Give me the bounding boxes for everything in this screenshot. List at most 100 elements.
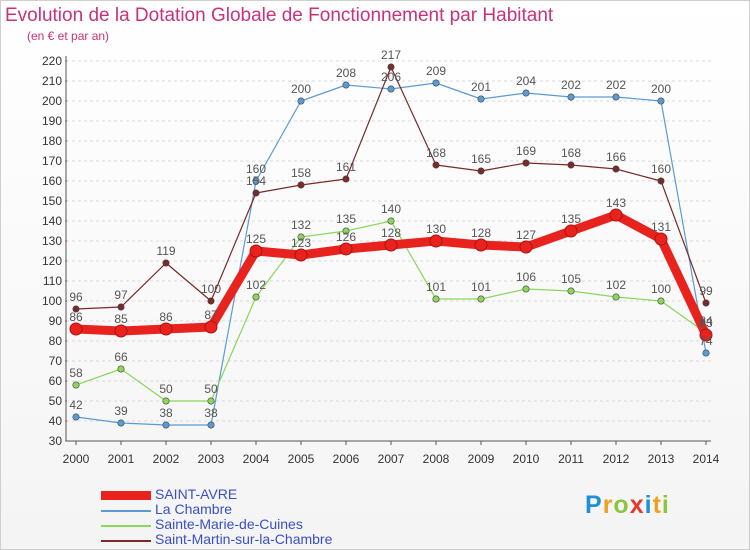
legend-label: Sainte-Marie-de-Cuines: [155, 516, 303, 532]
data-label: 123: [291, 236, 311, 250]
data-label: 135: [336, 212, 356, 226]
data-label: 99: [699, 284, 713, 298]
data-point: [117, 365, 125, 373]
y-tick-label: 180: [42, 134, 62, 148]
data-point: [387, 217, 395, 225]
logo-letter: r: [602, 491, 614, 519]
data-point: [249, 244, 263, 258]
data-point: [252, 189, 260, 197]
data-label: 86: [159, 310, 173, 324]
data-label: 209: [426, 64, 446, 78]
data-label: 168: [561, 146, 581, 160]
y-tick-label: 200: [42, 94, 62, 108]
data-point: [342, 227, 350, 235]
data-point: [72, 381, 80, 389]
data-label: 131: [651, 220, 671, 234]
data-label: 39: [114, 404, 128, 418]
x-tick-label: 2004: [243, 452, 270, 466]
data-label: 84: [699, 314, 713, 328]
data-label: 160: [651, 162, 671, 176]
y-tick-label: 100: [42, 294, 62, 308]
data-point: [522, 159, 530, 167]
legend-label: Saint-Martin-sur-la-Chambre: [155, 531, 333, 547]
data-point: [432, 295, 440, 303]
x-tick-label: 2005: [288, 452, 315, 466]
data-label: 97: [114, 288, 128, 302]
data-label: 202: [606, 78, 626, 92]
data-label: 154: [246, 174, 266, 188]
data-label: 105: [561, 272, 581, 286]
data-label: 126: [336, 230, 356, 244]
data-point: [297, 233, 305, 241]
data-point: [474, 238, 488, 252]
data-point: [612, 165, 620, 173]
legend-swatch: [101, 540, 151, 542]
data-label: 204: [516, 74, 536, 88]
data-point: [657, 177, 665, 185]
data-label: 100: [201, 282, 221, 296]
legend-swatch: [101, 510, 151, 512]
data-point: [252, 177, 260, 185]
data-label: 85: [114, 312, 128, 326]
data-point: [162, 259, 170, 267]
y-tick-label: 110: [43, 274, 62, 288]
data-label: 102: [246, 278, 266, 292]
data-point: [477, 167, 485, 175]
data-point: [477, 295, 485, 303]
data-point: [702, 299, 710, 307]
data-label: 87: [204, 308, 218, 322]
data-point: [564, 224, 578, 238]
data-point: [207, 397, 215, 405]
x-tick-label: 2002: [153, 452, 180, 466]
data-label: 200: [291, 82, 311, 96]
data-point: [207, 421, 215, 429]
data-point: [294, 248, 308, 262]
data-label: 38: [159, 406, 173, 420]
y-tick-label: 170: [42, 154, 62, 168]
y-tick-label: 190: [42, 114, 62, 128]
data-label: 101: [471, 280, 491, 294]
data-label: 58: [69, 366, 83, 380]
data-point: [387, 63, 395, 71]
data-point: [297, 181, 305, 189]
legend-label: La Chambre: [155, 501, 233, 517]
data-point: [477, 95, 485, 103]
data-point: [204, 320, 218, 334]
y-tick-label: 60: [49, 374, 63, 388]
y-tick-label: 70: [49, 354, 63, 368]
x-tick-label: 2003: [198, 452, 225, 466]
data-label: 125: [246, 232, 266, 246]
data-label: 128: [381, 226, 401, 240]
data-label: 106: [516, 270, 536, 284]
y-tick-label: 30: [49, 434, 63, 448]
data-point: [207, 297, 215, 305]
data-point: [69, 322, 83, 336]
y-tick-label: 220: [42, 54, 62, 68]
data-point: [384, 238, 398, 252]
data-label: 135: [561, 212, 581, 226]
legend-swatch: [101, 491, 151, 500]
proxiti-logo: Proxiti: [585, 491, 670, 520]
x-tick-label: 2012: [603, 452, 630, 466]
data-label: 50: [204, 382, 218, 396]
y-tick-label: 90: [49, 314, 63, 328]
data-point: [162, 397, 170, 405]
data-point: [117, 419, 125, 427]
logo-letter: t: [652, 491, 662, 519]
data-label: 202: [561, 78, 581, 92]
logo-letter: o: [613, 491, 630, 519]
data-label: 200: [651, 82, 671, 96]
data-point: [567, 161, 575, 169]
data-point: [432, 79, 440, 87]
data-point: [252, 293, 260, 301]
data-label: 119: [156, 244, 175, 258]
data-label: 217: [381, 48, 401, 62]
data-point: [657, 97, 665, 105]
data-label: 128: [471, 226, 491, 240]
data-point: [612, 93, 620, 101]
x-tick-label: 2006: [333, 452, 360, 466]
data-label: 168: [426, 146, 446, 160]
data-point: [522, 89, 530, 97]
data-point: [117, 303, 125, 311]
